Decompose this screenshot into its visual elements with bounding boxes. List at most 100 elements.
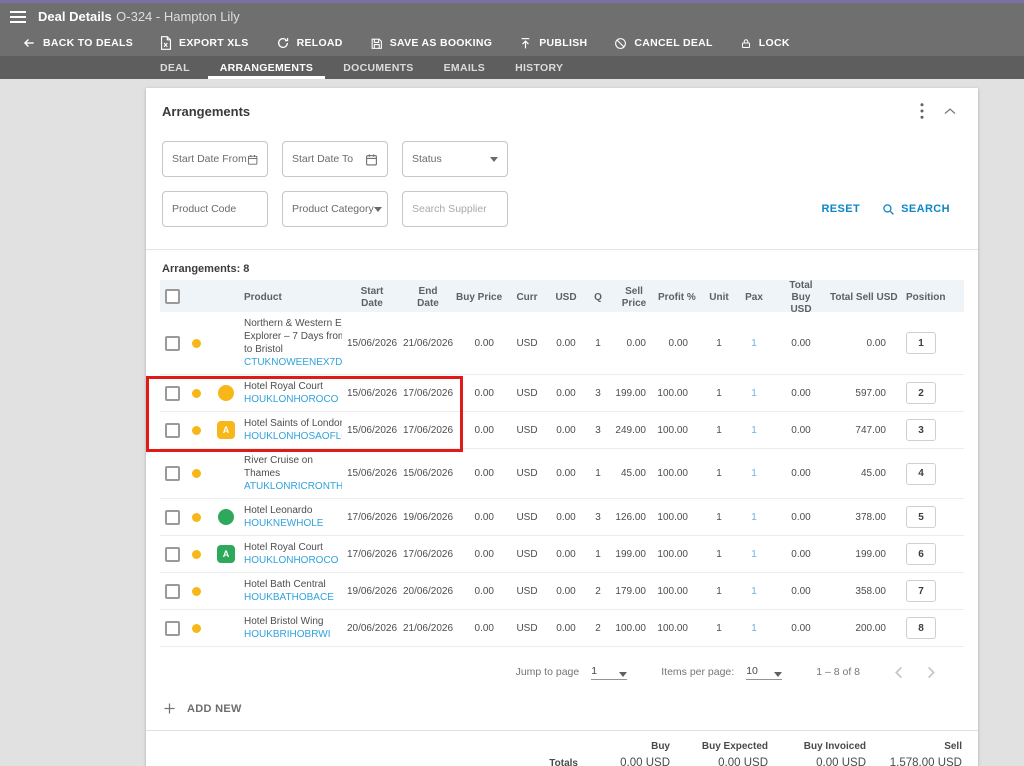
position-input[interactable]: 6	[906, 543, 936, 565]
previous-page-button[interactable]	[888, 666, 909, 679]
badge-cell: A	[208, 412, 244, 448]
end-date-cell: 21/06/2026	[400, 312, 456, 374]
kebab-menu-icon[interactable]	[920, 103, 924, 119]
total-buy-usd: 0.00	[791, 548, 811, 560]
row-checkbox[interactable]	[164, 335, 180, 351]
table-row: Northern & Western Eng Explorer – 7 Days…	[160, 312, 964, 375]
pax-link[interactable]: 1	[751, 585, 757, 597]
usd-value: 0.00	[556, 424, 576, 436]
tab-emails[interactable]: EMAILS	[443, 62, 486, 74]
product-cell: Hotel Saints of London HOUKLONHOSAOFLO	[244, 412, 344, 448]
select-all-checkbox[interactable]	[164, 288, 180, 304]
checkbox-cell	[160, 610, 184, 646]
buy-price-cell: 0.00	[456, 610, 508, 646]
status-cell	[184, 536, 208, 572]
save-as-booking-button[interactable]: SAVE AS BOOKING	[370, 37, 493, 50]
column-header-total-buy: Total Buy USD	[789, 280, 813, 315]
product-name: Hotel Leonardo	[244, 505, 313, 516]
usd-value-cell: 0.00	[546, 312, 586, 374]
cancel-deal-button[interactable]: CANCEL DEAL	[614, 37, 712, 50]
reset-button[interactable]: RESET	[821, 203, 861, 215]
usd-value-cell: 0.00	[546, 412, 586, 448]
position-input[interactable]: 4	[906, 462, 936, 485]
tab-deal[interactable]: DEAL	[160, 62, 190, 74]
pax-link[interactable]: 1	[751, 622, 757, 634]
product-code-link[interactable]: HOUKLONHOSAOFLO	[244, 431, 342, 442]
add-new-button[interactable]: ADD NEW	[162, 701, 242, 716]
filter-start-date-to[interactable]: Start Date To	[282, 141, 388, 177]
status-badge	[218, 385, 234, 401]
buy-price-cell: 0.00	[456, 573, 508, 609]
start-date: 15/06/2026	[346, 424, 398, 436]
quantity-cell: 3	[586, 375, 610, 411]
profit-percent-cell: 100.00	[657, 412, 702, 448]
items-per-page-select[interactable]: 10	[746, 665, 783, 680]
product-code-link[interactable]: HOUKLONHOROCO	[244, 394, 339, 405]
next-page-button[interactable]	[921, 666, 942, 679]
filter-product-category[interactable]: Product Category	[282, 191, 388, 227]
position-input[interactable]: 1	[906, 332, 936, 354]
row-checkbox[interactable]	[164, 385, 180, 401]
row-checkbox[interactable]	[164, 422, 180, 438]
product-code-link[interactable]: HOUKNEWHOLE	[244, 518, 324, 529]
search-button[interactable]: SEARCH	[882, 203, 950, 216]
position-input[interactable]: 8	[906, 617, 936, 639]
product-code-link[interactable]: HOUKBRIHOBRWI	[244, 629, 331, 640]
status-dot	[191, 586, 201, 596]
position-input[interactable]: 5	[906, 506, 936, 528]
position-input[interactable]: 3	[906, 419, 936, 441]
sell-price-cell: 199.00	[610, 536, 658, 572]
tab-arrangements[interactable]: ARRANGEMENTS	[207, 56, 326, 79]
column-header-curr: Curr	[516, 292, 538, 303]
end-date-cell: 17/06/2026	[400, 412, 456, 448]
position-input[interactable]: 7	[906, 580, 936, 602]
pax-link[interactable]: 1	[751, 548, 757, 560]
arrow-left-icon	[23, 39, 34, 47]
usd-value: 0.00	[556, 511, 576, 523]
back-to-deals-button[interactable]: BACK TO DEALS	[22, 36, 133, 50]
tab-documents[interactable]: DOCUMENTS	[343, 62, 414, 74]
row-checkbox[interactable]	[164, 546, 180, 562]
jump-to-page-select[interactable]: 1	[591, 665, 628, 680]
currency: USD	[516, 424, 538, 436]
pax-link[interactable]: 1	[751, 511, 757, 523]
unit-cell: 1	[702, 573, 736, 609]
start-date: 17/06/2026	[346, 511, 398, 523]
status-cell	[184, 610, 208, 646]
filter-status[interactable]: Status	[402, 141, 508, 177]
filter-product-code[interactable]: Product Code	[162, 191, 268, 227]
reload-button[interactable]: RELOAD	[276, 36, 343, 50]
collapse-chevron-up-icon[interactable]	[944, 107, 956, 115]
filter-start-date-from[interactable]: Start Date From	[162, 141, 268, 177]
status-dot	[191, 623, 201, 633]
quantity: 3	[595, 424, 601, 436]
unit: 1	[716, 622, 722, 634]
pax-link[interactable]: 1	[751, 387, 757, 399]
row-checkbox[interactable]	[164, 466, 180, 481]
pax-link[interactable]: 1	[751, 337, 757, 349]
export-file-icon	[161, 36, 172, 50]
row-checkbox[interactable]	[164, 583, 180, 599]
lock-button[interactable]: LOCK	[740, 37, 790, 50]
chevron-left-icon	[895, 666, 903, 678]
tab-history[interactable]: HISTORY	[515, 62, 564, 74]
table-header-row: Product Start Date End Date Buy Price Cu…	[160, 280, 964, 315]
start-date-cell: 19/06/2026	[344, 573, 400, 609]
end-date: 17/06/2026	[402, 424, 454, 436]
product-code-link[interactable]: ATUKLONRICRONTH	[244, 481, 342, 492]
publish-button[interactable]: PUBLISH	[519, 37, 587, 50]
row-checkbox[interactable]	[164, 620, 180, 636]
buy-price-cell: 0.00	[456, 375, 508, 411]
pax-link-cell: 1	[736, 573, 772, 609]
position-input[interactable]: 2	[906, 382, 936, 404]
product-code-link[interactable]: CTUKNOWEENEX7DALO	[244, 357, 342, 368]
product-code-link[interactable]: HOUKBATHOBACE	[244, 592, 334, 603]
hamburger-menu-icon[interactable]	[10, 10, 26, 23]
pax-link[interactable]: 1	[751, 468, 757, 479]
currency-cell: USD	[508, 499, 546, 535]
export-xls-button[interactable]: EXPORT XLS	[160, 36, 249, 50]
product-code-link[interactable]: HOUKLONHOROCO	[244, 555, 339, 566]
row-checkbox[interactable]	[164, 509, 180, 525]
search-supplier-input[interactable]: Search Supplier	[402, 191, 508, 227]
pax-link[interactable]: 1	[751, 424, 757, 436]
